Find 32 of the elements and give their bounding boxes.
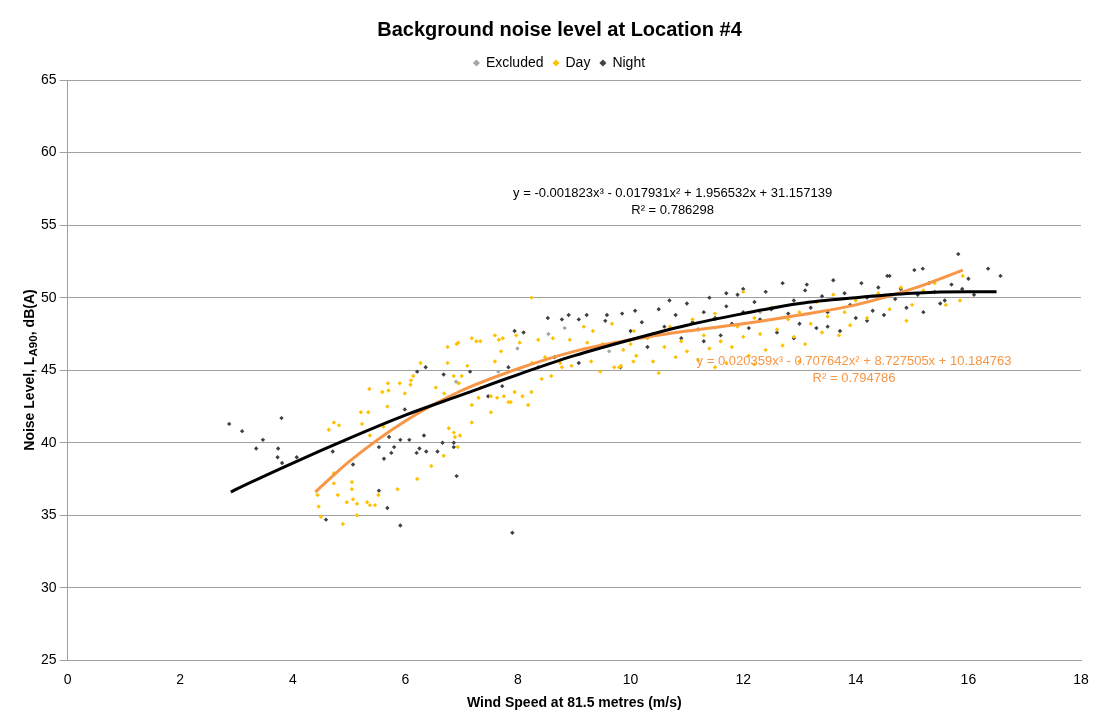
y-tick-label: 50	[40, 288, 57, 305]
chart-title: Background noise level at Location #4	[377, 17, 743, 40]
legend-label: Night	[612, 53, 646, 70]
y-tick-label: 60	[40, 143, 57, 160]
y-tick-label: 25	[40, 651, 57, 668]
y-tick-label: 30	[40, 578, 57, 595]
x-tick-label: 6	[401, 670, 410, 687]
y-tick-label: 65	[40, 70, 57, 87]
x-tick-label: 16	[960, 670, 977, 687]
x-tick-label: 18	[1073, 670, 1089, 687]
x-tick-label: 14	[848, 670, 864, 687]
x-tick-label: 4	[288, 670, 297, 687]
y-tick-label: 55	[40, 215, 57, 232]
y-tick-label: 40	[40, 433, 57, 450]
annotation: R² = 0.794786	[812, 369, 896, 385]
x-tick-label: 0	[63, 670, 72, 687]
x-tick-label: 12	[735, 670, 752, 687]
annotation: y = -0.001823x³ - 0.017931x² + 1.956532x + 31.157139	[513, 185, 833, 201]
point	[515, 346, 520, 351]
legend-label: Day	[565, 53, 591, 70]
y-tick-label: 45	[40, 361, 57, 378]
point	[606, 349, 612, 354]
x-tick-label: 10	[622, 670, 639, 687]
y-tick-label: 35	[40, 506, 57, 523]
point	[562, 325, 567, 331]
annotation: y = 0.020359x³ - 0.707642x² + 8.727505x + 10.184763	[696, 352, 1012, 368]
x-axis-title: Wind Speed at 81.5 metres (m/s)	[466, 694, 682, 711]
point	[496, 369, 501, 374]
x-tick-label: 2	[176, 670, 185, 687]
annotation: R² = 0.786298	[631, 202, 715, 218]
x-tick-label: 8	[514, 670, 523, 687]
legend-label: Excluded	[485, 53, 544, 70]
